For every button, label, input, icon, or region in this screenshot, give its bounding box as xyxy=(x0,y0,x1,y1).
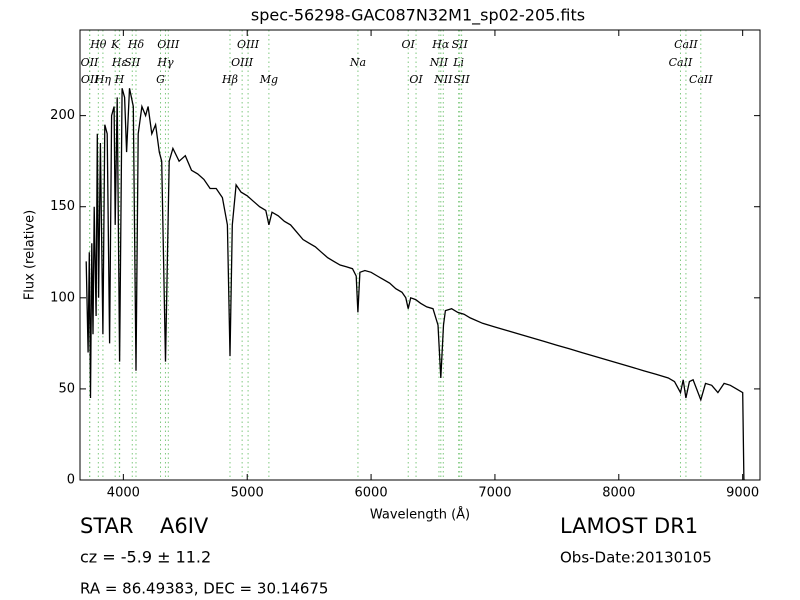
y-tick-label: 100 xyxy=(50,290,75,305)
survey-label: LAMOST DR1 xyxy=(560,514,698,538)
spectral-line-label: H xyxy=(114,73,125,86)
plot-frame xyxy=(79,29,761,481)
x-tick-label: 8000 xyxy=(602,486,635,501)
cz-label: cz = -5.9 ± 11.2 xyxy=(80,548,211,567)
spectral-line-label: Li xyxy=(452,56,464,69)
spectral-line-label: OI xyxy=(402,38,416,51)
chart-title: spec-56298-GAC087N32M1_sp02-205.fits xyxy=(251,6,585,26)
class-label: STAR xyxy=(80,514,133,538)
spectral-line-label: OI xyxy=(409,73,423,86)
spectral-line-label: OII xyxy=(81,73,99,86)
spectral-line-label: Mg xyxy=(259,73,278,86)
subclass-label: A6IV xyxy=(160,514,209,538)
y-axis-label: Flux (relative) xyxy=(23,210,38,300)
spectral-line-label: SII xyxy=(452,38,469,51)
x-tick-label: 4000 xyxy=(107,486,140,501)
spectral-line-label: Hη xyxy=(94,73,112,86)
y-tick-label: 200 xyxy=(50,108,75,123)
spectral-line-label: OIII xyxy=(157,38,180,51)
spectral-line-label: Na xyxy=(349,56,366,69)
y-tick-label: 50 xyxy=(58,381,75,396)
spectral-line-label: SII xyxy=(124,56,141,69)
spectral-line-label: Hθ xyxy=(89,38,107,51)
spectral-line-label: G xyxy=(156,73,165,86)
y-tick-label: 0 xyxy=(67,473,75,488)
spectral-line-label: Hδ xyxy=(127,38,145,51)
x-tick-label: 5000 xyxy=(231,486,264,501)
x-axis-label: Wavelength (Å) xyxy=(370,507,470,523)
x-tick-label: 9000 xyxy=(726,486,759,501)
spectral-line-label: CaII xyxy=(669,56,693,69)
spectral-line-label: OIII xyxy=(231,56,254,69)
x-tick-label: 7000 xyxy=(478,486,511,501)
spectral-line-label: Hβ xyxy=(221,73,238,86)
spectrum-line xyxy=(85,88,746,480)
coords-label: RA = 86.49383, DEC = 30.14675 xyxy=(80,580,328,598)
spectral-line-label: OIII xyxy=(237,38,260,51)
spectral-line-label: NII xyxy=(429,56,449,69)
spectral-line-label: Hγ xyxy=(156,56,174,69)
spectral-line-label: SII xyxy=(454,73,471,86)
y-tick-label: 150 xyxy=(50,199,75,214)
x-tick-label: 6000 xyxy=(355,486,388,501)
spectral-line-label: K xyxy=(110,38,120,51)
spectral-line-label: NII xyxy=(433,73,453,86)
date-label: Obs-Date:20130105 xyxy=(560,549,712,567)
spectral-line-label: CaII xyxy=(689,73,713,86)
spectral-line-label: Hα xyxy=(431,38,450,51)
spectral-line-label: CaII xyxy=(674,38,698,51)
